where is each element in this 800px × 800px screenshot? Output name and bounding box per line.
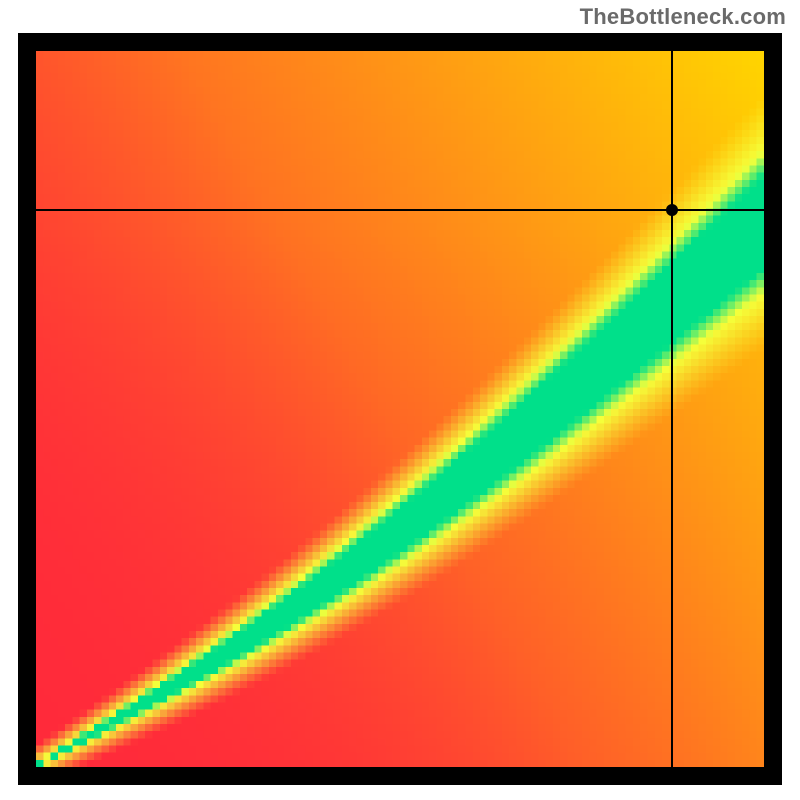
crosshair-horizontal [36,209,764,211]
crosshair-vertical [671,51,673,767]
heatmap-canvas [36,51,764,767]
attribution-text: TheBottleneck.com [580,4,786,30]
crosshair-marker [666,204,678,216]
heatmap-plot [36,51,764,767]
